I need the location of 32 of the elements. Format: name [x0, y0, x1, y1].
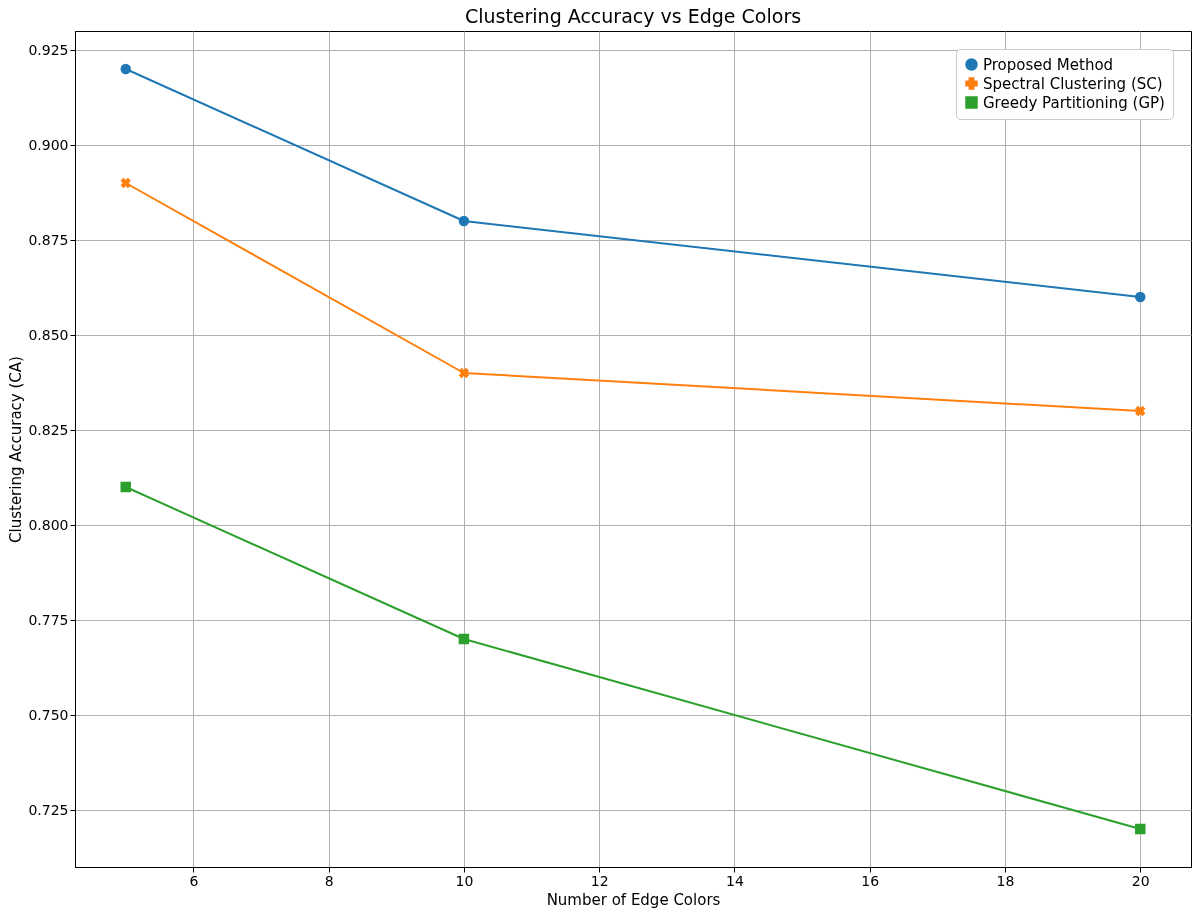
y-tick-label: 0.725 — [28, 801, 69, 818]
legend-label: Greedy Partitioning (GP) — [983, 93, 1165, 112]
point — [1135, 405, 1146, 417]
x-tick-label: 20 — [1131, 872, 1150, 889]
x-axis-title: Number of Edge Colors — [546, 890, 721, 909]
y-tick-label: 0.825 — [28, 421, 69, 438]
x-tick-label: 12 — [590, 872, 609, 889]
y-tick-label: 0.850 — [28, 326, 69, 343]
point — [458, 367, 470, 379]
x-tick-label: 14 — [726, 872, 744, 889]
x-tick-label: 16 — [861, 872, 880, 889]
y-tick-label: 0.875 — [28, 231, 69, 248]
x-tick-label: 10 — [455, 872, 474, 889]
legend-label: Spectral Clustering (SC) — [983, 74, 1163, 93]
point — [1135, 823, 1146, 835]
point — [458, 215, 470, 227]
y-axis-title: Clustering Accuracy (CA) — [7, 356, 26, 543]
point — [458, 633, 470, 645]
point — [1135, 291, 1146, 303]
chart-title: Clustering Accuracy vs Edge Colors — [464, 5, 802, 27]
y-tick-label: 0.775 — [28, 611, 69, 628]
point — [120, 177, 131, 189]
x-tick-label: 6 — [189, 872, 199, 889]
legend-label: Proposed Method — [983, 55, 1114, 74]
y-tick-label: 0.925 — [28, 41, 69, 58]
point — [120, 63, 131, 75]
y-tick-label: 0.800 — [28, 516, 69, 533]
y-tick-label: 0.900 — [28, 136, 69, 153]
x-tick-label: 8 — [324, 872, 334, 889]
y-tick-label: 0.750 — [28, 706, 69, 723]
point — [120, 481, 131, 493]
x-tick-label: 18 — [996, 872, 1015, 889]
